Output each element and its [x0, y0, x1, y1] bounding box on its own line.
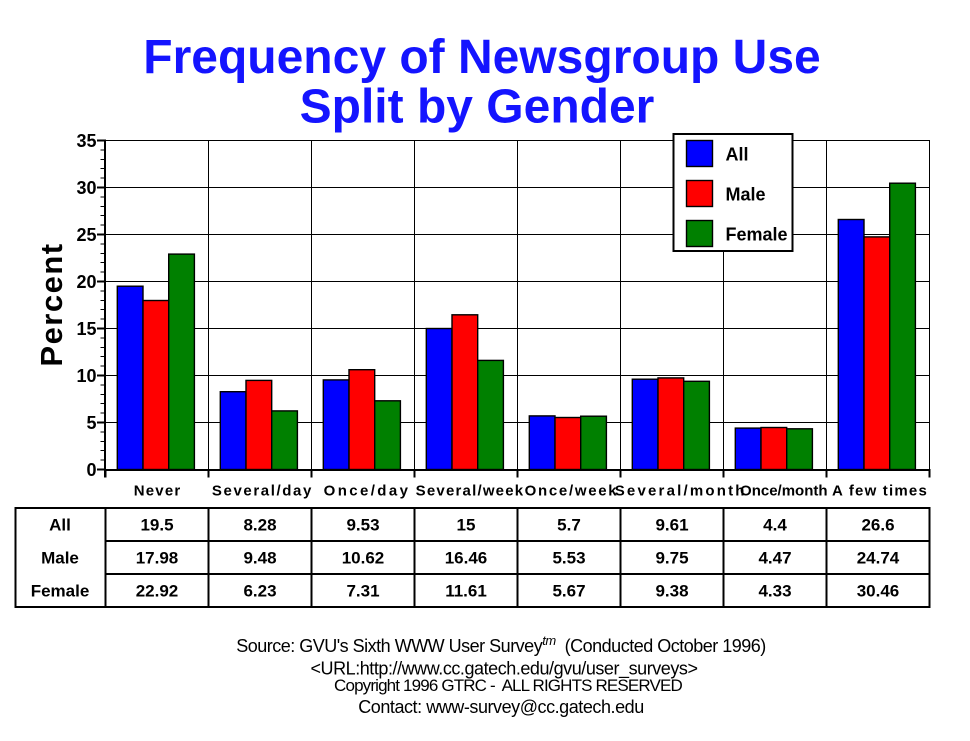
- svg-text:Several/month: Several/month: [615, 483, 747, 500]
- svg-text:22.92: 22.92: [136, 582, 179, 601]
- svg-text:Source: GVU's Sixth WWW User S: Source: GVU's Sixth WWW User Surveytm (C…: [236, 633, 766, 656]
- svg-text:15: 15: [76, 319, 96, 339]
- svg-text:9.38: 9.38: [655, 582, 688, 601]
- svg-text:8.28: 8.28: [243, 516, 276, 535]
- svg-text:11.61: 11.61: [445, 582, 487, 601]
- svg-text:7.31: 7.31: [346, 582, 379, 601]
- svg-text:Several/day: Several/day: [212, 483, 313, 500]
- svg-text:Split by Gender: Split by Gender: [300, 81, 655, 134]
- svg-text:Once/day: Once/day: [324, 483, 411, 500]
- svg-text:30.46: 30.46: [857, 582, 900, 601]
- svg-text:5.7: 5.7: [557, 516, 581, 535]
- svg-text:17.98: 17.98: [136, 549, 179, 568]
- svg-text:30: 30: [76, 178, 96, 198]
- svg-text:9.48: 9.48: [243, 549, 276, 568]
- svg-text:5.53: 5.53: [552, 549, 585, 568]
- svg-text:Female: Female: [726, 225, 788, 245]
- svg-text:Male: Male: [41, 549, 79, 568]
- svg-text:All: All: [726, 145, 749, 165]
- svg-text:0: 0: [86, 460, 96, 480]
- svg-text:24.74: 24.74: [857, 549, 900, 568]
- svg-text:A few times: A few times: [832, 483, 928, 500]
- svg-text:Male: Male: [726, 185, 766, 205]
- svg-text:15: 15: [457, 516, 476, 535]
- svg-text:10.62: 10.62: [342, 549, 385, 568]
- svg-text:5.67: 5.67: [552, 582, 585, 601]
- svg-text:25: 25: [76, 225, 96, 245]
- svg-text:<URL:http://www.cc.gatech.edu/: <URL:http://www.cc.gatech.edu/gvu/user_s…: [310, 659, 697, 680]
- svg-text:Once/week: Once/week: [525, 483, 619, 500]
- svg-text:All: All: [49, 516, 71, 535]
- svg-text:9.61: 9.61: [655, 516, 688, 535]
- svg-text:26.6: 26.6: [861, 516, 894, 535]
- svg-text:Never: Never: [134, 483, 182, 500]
- svg-text:16.46: 16.46: [445, 549, 488, 568]
- svg-text:9.75: 9.75: [655, 549, 688, 568]
- svg-text:Female: Female: [31, 582, 90, 601]
- svg-text:4.47: 4.47: [758, 549, 791, 568]
- svg-text:5: 5: [86, 413, 96, 433]
- svg-text:Once/month: Once/month: [740, 483, 828, 500]
- svg-text:Contact: www-survey@cc.gatech.: Contact: www-survey@cc.gatech.edu: [358, 697, 644, 717]
- svg-text:20: 20: [76, 272, 96, 292]
- svg-text:Percent: Percent: [34, 242, 69, 366]
- svg-text:10: 10: [76, 366, 96, 386]
- svg-text:4.33: 4.33: [758, 582, 791, 601]
- svg-text:9.53: 9.53: [346, 516, 379, 535]
- svg-text:4.4: 4.4: [763, 516, 787, 535]
- svg-text:35: 35: [76, 131, 96, 151]
- svg-text:Frequency of Newsgroup Use: Frequency of Newsgroup Use: [143, 31, 820, 84]
- svg-text:6.23: 6.23: [243, 582, 276, 601]
- svg-text:Copyright 1996 GTRC - ALL RIG: Copyright 1996 GTRC - ALL RIGHTS RESERVE…: [334, 676, 682, 695]
- svg-text:Several/week: Several/week: [416, 483, 525, 500]
- svg-text:19.5: 19.5: [140, 516, 173, 535]
